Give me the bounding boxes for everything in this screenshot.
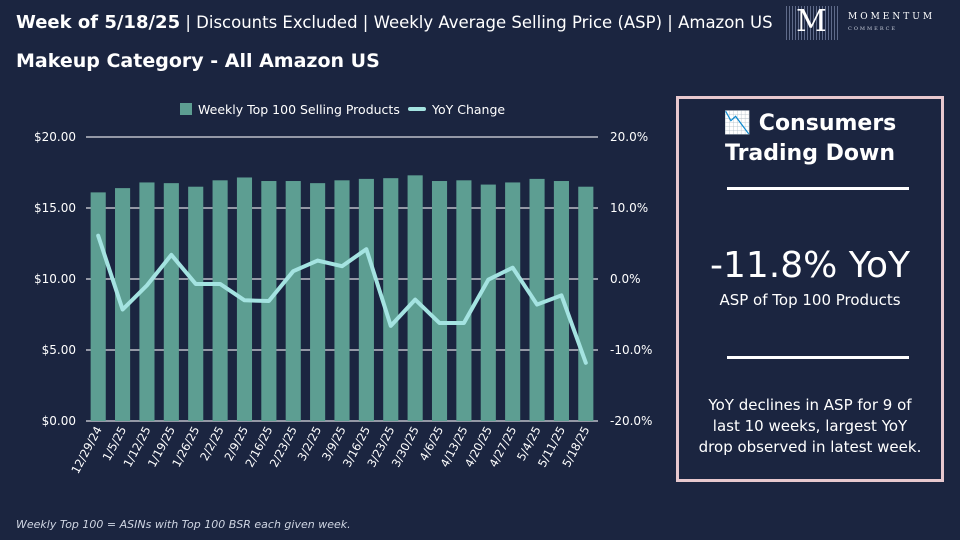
panel-divider-top xyxy=(727,187,909,190)
bar xyxy=(334,180,350,421)
logo-pattern xyxy=(786,6,838,40)
panel-note: YoY declines in ASP for 9 of last 10 wee… xyxy=(687,395,933,458)
panel-note-line3: drop observed in latest week. xyxy=(698,438,922,456)
right-tick-label: -10.0% xyxy=(610,343,652,357)
left-tick-label: $10.00 xyxy=(34,272,76,286)
asp-chart: $0.00 -20.0% $5.00 -10.0% $10.00 0.0% $15.00 10… xyxy=(0,92,660,512)
legend-bar-label: Weekly Top 100 Selling Products xyxy=(198,102,400,117)
chart-down-icon: 📉 xyxy=(723,111,752,136)
right-tick-label: 0.0% xyxy=(610,272,641,286)
page-subtitle: Makeup Category - All Amazon US xyxy=(16,50,380,72)
bar xyxy=(505,182,521,421)
panel-title: 📉 Consumers Trading Down xyxy=(679,109,941,169)
left-tick-label: $20.00 xyxy=(34,130,76,144)
panel-divider-bottom xyxy=(727,356,909,359)
bar xyxy=(578,186,594,421)
left-tick-label: $5.00 xyxy=(42,343,76,357)
bar xyxy=(456,180,472,421)
left-tick-label: $15.00 xyxy=(34,201,76,215)
panel-title-line2: Trading Down xyxy=(724,141,895,166)
logo-tagline: COMMERCE xyxy=(848,26,898,32)
bar xyxy=(480,184,496,421)
panel-note-line2: last 10 weeks, largest YoY xyxy=(712,417,908,435)
right-tick-label: -20.0% xyxy=(610,414,652,428)
bar xyxy=(358,178,374,421)
yoy-stat: -11.8% YoY xyxy=(709,245,911,286)
bar xyxy=(163,183,179,421)
page-title: Week of 5/18/25 | Discounts Excluded | W… xyxy=(16,12,773,33)
company-logo: M MOMENTUM COMMERCE xyxy=(786,4,960,44)
bar xyxy=(431,181,448,421)
yoy-stat-caption: ASP of Top 100 Products xyxy=(719,291,901,309)
bar xyxy=(383,178,399,421)
footnote: Weekly Top 100 = ASINs with Top 100 BSR … xyxy=(16,518,351,531)
legend-line-label: YoY Change xyxy=(431,102,505,117)
bar xyxy=(529,178,545,421)
bar xyxy=(90,192,106,421)
bar xyxy=(285,181,301,421)
x-tick-label: 12/29/24 xyxy=(68,424,105,476)
logo-letter: M xyxy=(796,4,827,39)
title-week: Week of 5/18/25 xyxy=(16,12,181,33)
bar xyxy=(139,182,155,421)
chart-svg: $0.00 -20.0% $5.00 -10.0% $10.00 0.0% $15.00 10… xyxy=(34,102,652,476)
logo-name: MOMENTUM xyxy=(848,12,936,22)
left-tick-label: $0.00 xyxy=(42,414,76,428)
title-details: | Discounts Excluded | Weekly Average Se… xyxy=(180,13,773,32)
right-tick-label: 10.0% xyxy=(610,201,648,215)
right-tick-label: 20.0% xyxy=(610,130,648,144)
panel-note-line1: YoY declines in ASP for 9 of xyxy=(708,396,912,414)
bar xyxy=(310,183,326,421)
bar xyxy=(188,186,204,421)
insight-panel: 📉 Consumers Trading Down -11.8% YoY ASP … xyxy=(676,96,944,482)
bar xyxy=(212,180,228,421)
legend-bar-swatch xyxy=(180,103,192,115)
panel-title-line1: Consumers xyxy=(758,111,897,136)
